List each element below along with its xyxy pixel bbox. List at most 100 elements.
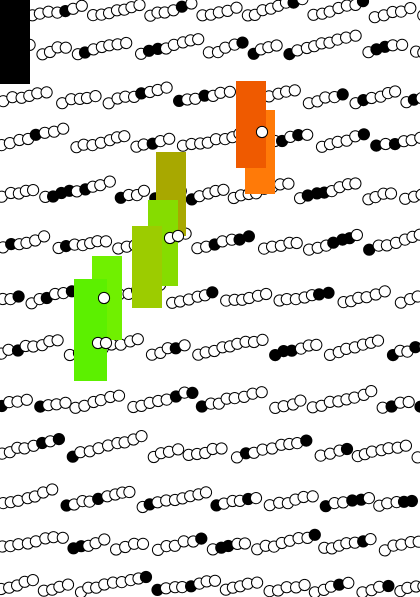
light-dot (185, 0, 198, 10)
light-dot (131, 333, 144, 346)
light-dot (192, 33, 205, 46)
light-dot (40, 86, 53, 99)
dark-dot (195, 532, 208, 545)
dark-dot (357, 128, 370, 141)
dark-dot (336, 88, 349, 101)
dark-dot (405, 494, 418, 508)
light-dot (349, 29, 362, 42)
light-dot (97, 291, 111, 305)
light-dot (230, 1, 243, 14)
light-dot (251, 576, 264, 589)
light-dot (364, 533, 377, 546)
dark-dot (52, 433, 66, 446)
light-dot (417, 10, 420, 21)
light-dot (112, 389, 126, 402)
light-dot (378, 285, 391, 298)
light-dot (290, 236, 303, 250)
light-dot (120, 36, 133, 50)
light-dot (404, 2, 417, 15)
dot-row (0, 122, 420, 154)
dark-dot (382, 579, 395, 593)
light-dot (103, 175, 116, 188)
light-dot (384, 187, 398, 200)
dark-dot (139, 570, 153, 584)
yellow-green-block-upper (132, 226, 162, 308)
dot-row (0, 483, 418, 514)
dot-row (0, 0, 420, 24)
light-dot (371, 334, 385, 347)
light-dot (215, 442, 228, 455)
light-dot (20, 393, 33, 406)
light-dot (98, 533, 111, 546)
dot-row (0, 528, 420, 557)
dark-dot (340, 442, 354, 456)
light-dot (411, 290, 420, 303)
light-dot (238, 537, 251, 550)
light-dot (26, 184, 40, 197)
light-dot (208, 574, 222, 587)
light-dot (396, 38, 409, 52)
light-dot (399, 439, 412, 452)
light-dot (223, 85, 236, 98)
dark-dot (308, 528, 321, 541)
light-dot (135, 430, 148, 443)
light-dot (306, 490, 319, 503)
light-dot (298, 578, 311, 592)
light-dot (389, 85, 402, 98)
light-dot (46, 483, 59, 496)
light-dot (256, 333, 269, 346)
color-blocks (0, 0, 275, 381)
light-dot (310, 338, 323, 351)
light-dot (255, 125, 269, 139)
light-dot (270, 39, 283, 52)
dot-row (0, 430, 420, 464)
dark-dot (186, 386, 199, 399)
light-dot (133, 0, 146, 12)
light-dot (410, 580, 420, 593)
dark-dot (300, 434, 313, 447)
corner-black-block (0, 0, 30, 84)
light-dot (255, 386, 268, 399)
dark-dot (414, 400, 420, 413)
dot-row (0, 385, 420, 414)
light-dot (249, 492, 263, 505)
light-dot (59, 396, 72, 409)
light-dot (301, 128, 314, 141)
light-dot (99, 235, 113, 248)
light-dot (26, 574, 40, 587)
light-dot (415, 92, 420, 104)
light-dot (171, 229, 185, 243)
light-dot (288, 84, 301, 97)
dark-dot (206, 286, 219, 299)
light-dot (137, 184, 151, 197)
light-dot (160, 81, 173, 94)
light-dot (178, 339, 191, 352)
light-dot (349, 177, 362, 190)
light-dot (136, 537, 150, 551)
light-dot (362, 492, 375, 505)
light-dot (282, 177, 295, 190)
light-dot (365, 385, 378, 398)
dark-dot (236, 36, 249, 49)
light-dot (123, 485, 136, 499)
light-dot (163, 132, 176, 145)
light-dot (61, 578, 75, 591)
light-dot (99, 336, 113, 350)
light-dot (342, 576, 355, 590)
light-dot (75, 0, 88, 12)
light-dot (56, 531, 69, 544)
light-dot (59, 41, 72, 54)
light-dot (415, 188, 420, 201)
orange-block-upper (236, 81, 266, 168)
dark-dot (322, 286, 335, 299)
dark-dot (356, 0, 370, 8)
light-dot (411, 451, 420, 464)
light-dot (118, 130, 131, 143)
light-dot (172, 443, 185, 456)
light-dot (51, 334, 64, 347)
light-dot (199, 486, 213, 499)
light-dot (217, 183, 230, 196)
light-dot (260, 287, 273, 301)
